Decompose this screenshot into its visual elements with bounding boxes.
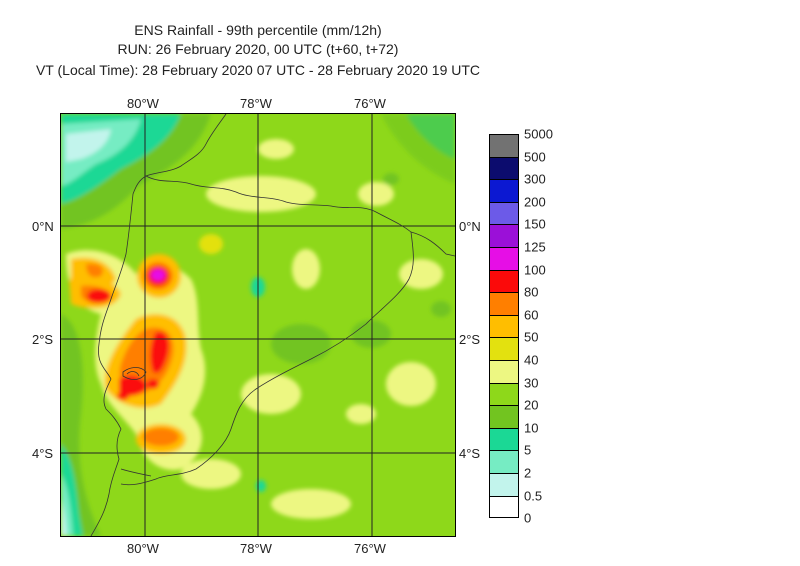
colorbar-segment xyxy=(489,179,519,202)
lon-tick-bottom-76w: 76°W xyxy=(354,541,386,556)
colorbar-label: 20 xyxy=(524,397,539,413)
colorbar-segment xyxy=(489,405,519,428)
lon-tick-top-80w: 80°W xyxy=(127,96,159,111)
colorbar-segment xyxy=(489,156,519,180)
colorbar-segment xyxy=(489,337,519,360)
colorbar-label: 150 xyxy=(524,216,546,232)
colorbar-label: 50 xyxy=(524,329,539,345)
rainfall-field-svg xyxy=(61,114,455,536)
lat-tick-right-0n: 0°N xyxy=(459,219,481,234)
lon-tick-bottom-80w: 80°W xyxy=(127,541,159,556)
lat-tick-left-4s: 4°S xyxy=(32,446,54,461)
lat-tick-left-0n: 0°N xyxy=(32,219,54,234)
colorbar-segment xyxy=(489,292,519,315)
colorbar-label: 10 xyxy=(524,420,539,436)
lat-tick-left-2s: 2°S xyxy=(32,332,54,347)
colorbar-label: 80 xyxy=(524,284,539,300)
colorbar-segment xyxy=(489,269,519,293)
rainfall-map xyxy=(60,113,456,537)
colorbar-label: 125 xyxy=(524,239,546,255)
colorbar-label: 0 xyxy=(524,510,532,526)
colorbar-segment xyxy=(489,473,519,496)
lat-tick-right-4s: 4°S xyxy=(459,446,481,461)
colorbar-segment xyxy=(489,427,519,451)
colorbar-segment xyxy=(489,224,519,247)
colorbar-label: 100 xyxy=(524,262,546,278)
colorbar-label: 60 xyxy=(524,307,539,323)
lon-tick-top-76w: 76°W xyxy=(354,96,386,111)
colorbar-segment xyxy=(489,134,519,157)
colorbar-segment xyxy=(489,382,519,406)
gridlines xyxy=(61,114,455,536)
coastlines-borders xyxy=(90,114,455,536)
colorbar-label: 5000 xyxy=(524,126,553,142)
colorbar-label: 500 xyxy=(524,149,546,165)
rain-field-shapes xyxy=(61,114,455,536)
colorbar-label: 300 xyxy=(524,171,546,187)
colorbar-segment xyxy=(489,450,519,473)
colorbar-label: 2 xyxy=(524,465,532,481)
colorbar-segment xyxy=(489,247,519,270)
lat-tick-right-2s: 2°S xyxy=(459,332,481,347)
colorbar-segment xyxy=(489,360,519,383)
chart-title-line-2: RUN: 26 February 2020, 00 UTC (t+60, t+7… xyxy=(117,41,399,57)
colorbar-label: 30 xyxy=(524,375,539,391)
colorbar-label: 40 xyxy=(524,352,539,368)
lon-tick-bottom-78w: 78°W xyxy=(240,541,272,556)
chart-title-line-1: ENS Rainfall - 99th percentile (mm/12h) xyxy=(134,22,382,38)
colorbar-segment xyxy=(489,314,519,338)
colorbar-segment xyxy=(489,495,519,519)
lon-tick-top-78w: 78°W xyxy=(240,96,272,111)
colorbar-label: 200 xyxy=(524,194,546,210)
colorbar-segment xyxy=(489,201,519,225)
colorbar-label: 5 xyxy=(524,442,532,458)
chart-title-line-3: VT (Local Time): 28 February 2020 07 UTC… xyxy=(35,62,481,78)
colorbar-label: 0.5 xyxy=(524,488,543,504)
